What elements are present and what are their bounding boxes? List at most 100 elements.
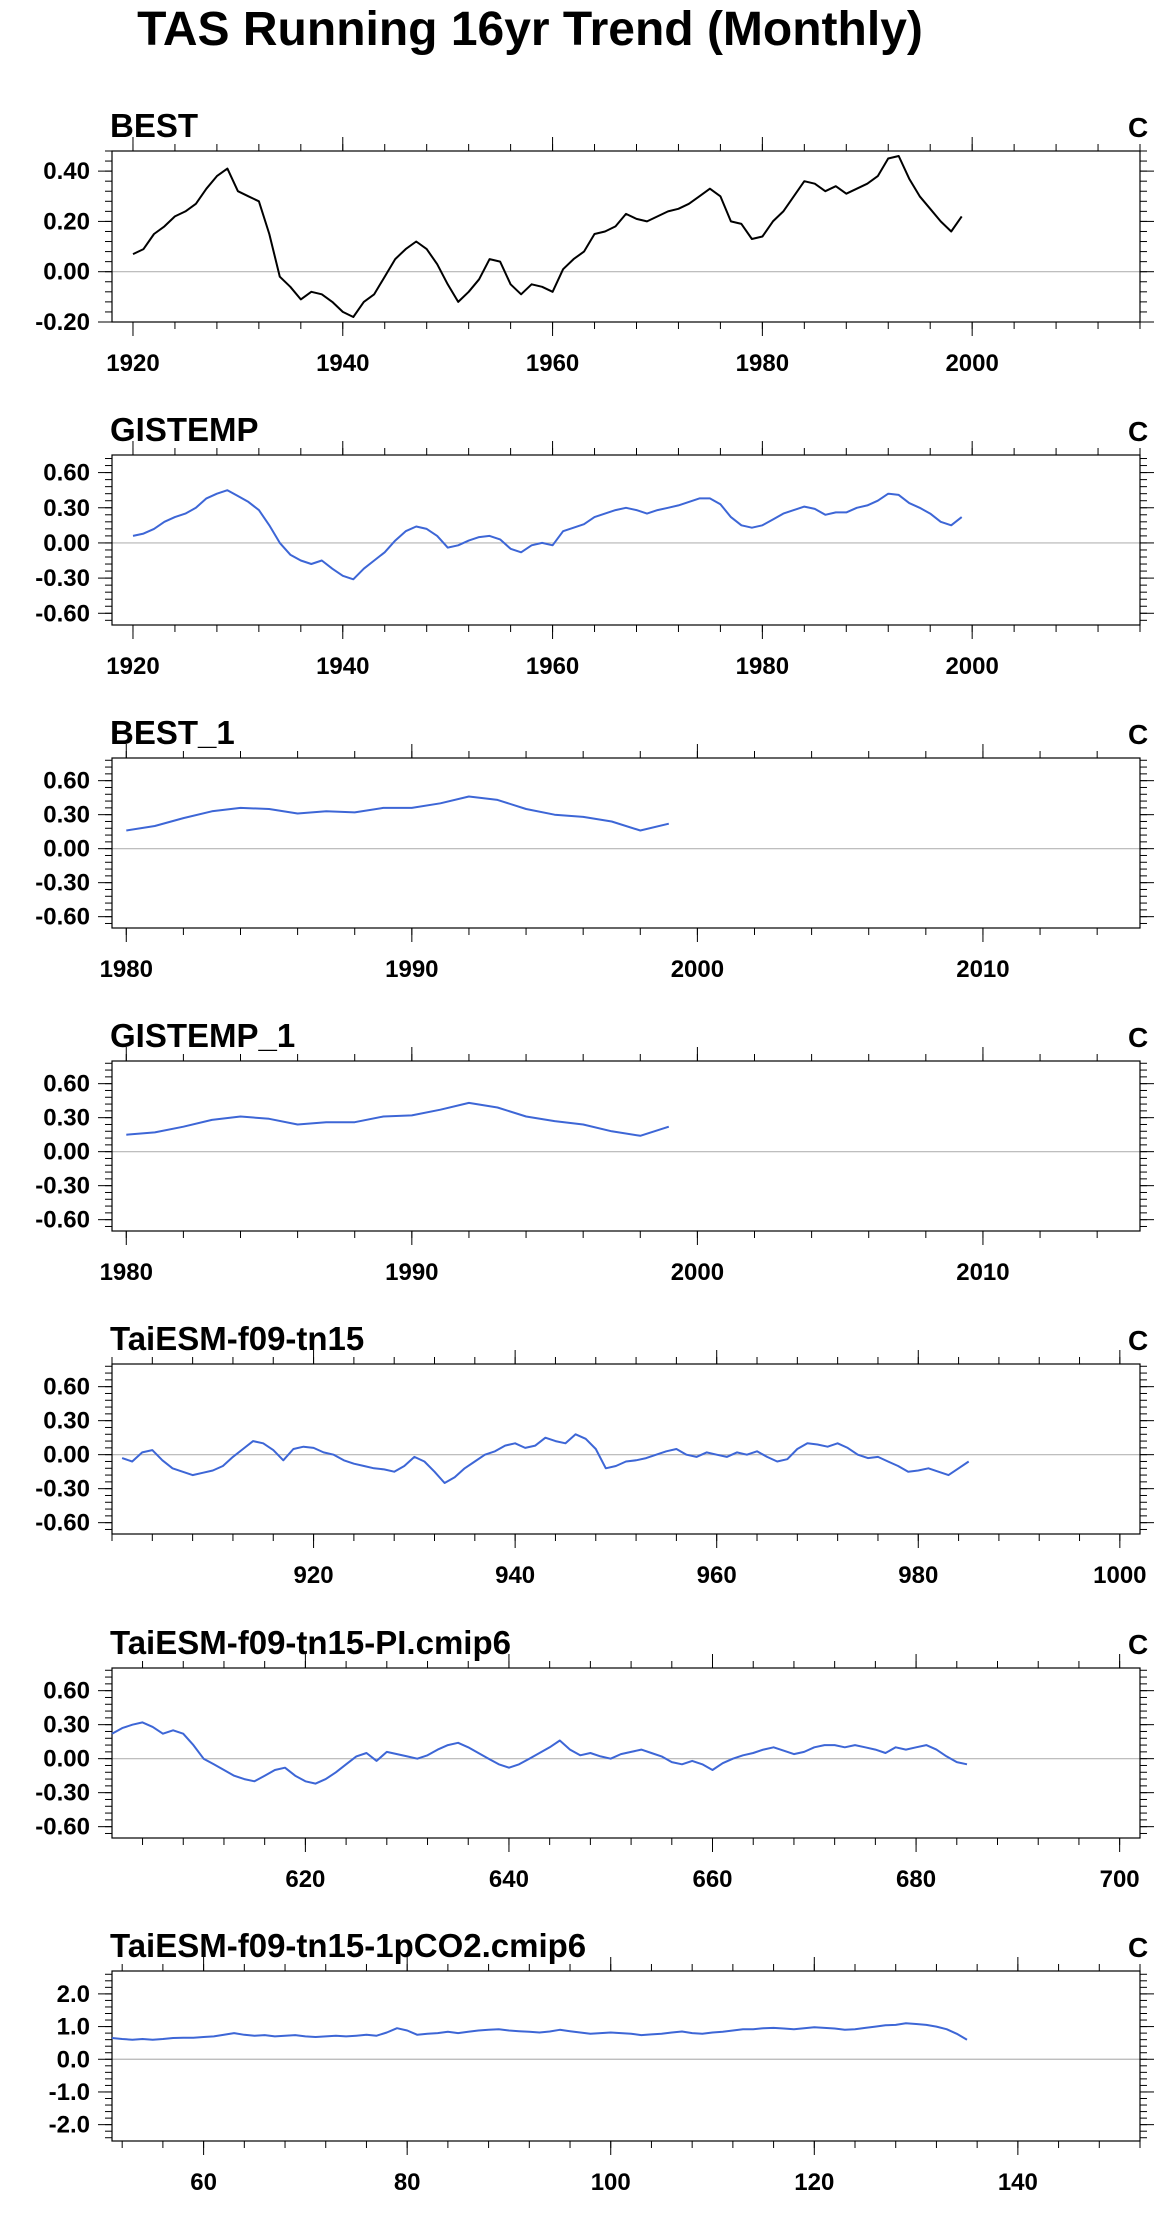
y-tick-label: 0.30 <box>43 1408 90 1435</box>
series-line <box>121 1433 970 1484</box>
x-tick-label: 640 <box>489 1866 529 1893</box>
x-tick-label: 680 <box>896 1866 936 1893</box>
units-label: C <box>1128 416 1148 447</box>
x-tick-label: 1980 <box>100 1259 153 1286</box>
y-tick-label: 0.30 <box>43 495 90 522</box>
x-tick-label: 1000 <box>1093 1562 1146 1589</box>
plot-frame <box>111 1363 1141 1535</box>
x-tick-label: 2000 <box>671 1259 724 1286</box>
x-tick-label: 80 <box>394 2169 421 2196</box>
y-tick-label: -0.20 <box>35 309 90 336</box>
x-tick-label: 2000 <box>945 653 998 680</box>
chart-panel-1: BEST C -0.20 0.00 0.20 0.40 1920 1940 1960 1980 20… <box>35 107 1154 377</box>
plot-frame <box>111 757 1141 929</box>
x-tick-label: 960 <box>697 1562 737 1589</box>
x-tick-label: 1980 <box>736 350 789 377</box>
panel-title: TaiESM-f09-tn15-1pCO2.cmip6 <box>110 1927 586 1964</box>
y-tick-label: 0.00 <box>43 1746 90 1773</box>
x-tick-label: 940 <box>495 1562 535 1589</box>
chart-panel-6: TaiESM-f09-tn15-PI.cmip6 C -0.60 -0.30 0.00 0… <box>35 1624 1154 1893</box>
panel-title: TaiESM-f09-tn15 <box>110 1320 364 1357</box>
x-tick-label: 1980 <box>100 956 153 983</box>
y-tick-label: 0.60 <box>43 1071 90 1098</box>
y-tick-label: 0.30 <box>43 1105 90 1132</box>
x-tick-label: 1990 <box>385 956 438 983</box>
panel-title: BEST_1 <box>110 714 235 751</box>
y-tick-label: 0.40 <box>43 158 90 185</box>
x-tick-label: 620 <box>285 1866 325 1893</box>
series-line <box>126 795 670 832</box>
x-tick-label: 2000 <box>945 350 998 377</box>
x-tick-label: 1920 <box>106 653 159 680</box>
x-tick-label: 1940 <box>316 350 369 377</box>
series-line <box>126 1101 670 1137</box>
plot-frame <box>111 150 1141 323</box>
chart-panel-5: TaiESM-f09-tn15 C -0.60 -0.30 0.00 0.30 0.60 92… <box>35 1320 1154 1589</box>
y-tick-label: 0.00 <box>43 836 90 863</box>
x-tick-label: 1990 <box>385 1259 438 1286</box>
x-tick-label: 100 <box>591 2169 631 2196</box>
y-tick-label: 0.60 <box>43 1678 90 1705</box>
series-line <box>111 2022 968 2041</box>
y-tick-label: 0.0 <box>57 2046 90 2073</box>
y-tick-label: -0.30 <box>35 1173 90 1200</box>
x-tick-label: 2000 <box>671 956 724 983</box>
y-tick-label: 0.20 <box>43 208 90 235</box>
x-tick-label: 2010 <box>956 1259 1009 1286</box>
x-tick-label: 1960 <box>526 350 579 377</box>
y-tick-label: -0.30 <box>35 870 90 897</box>
y-tick-label: 0.60 <box>43 768 90 795</box>
chart-panel-2: GISTEMP C -0.60 -0.30 0.00 0.30 0.60 1920 1940 19… <box>35 411 1154 680</box>
y-tick-label: -0.60 <box>35 1814 90 1841</box>
panel-title: GISTEMP_1 <box>110 1017 295 1054</box>
units-label: C <box>1128 1325 1148 1356</box>
units-label: C <box>1128 719 1148 750</box>
chart-panel-4: GISTEMP_1 C -0.60 -0.30 0.00 0.30 0.60 1980 1990… <box>35 1017 1154 1286</box>
y-tick-label: 0.60 <box>43 460 90 487</box>
units-label: C <box>1128 1629 1148 1660</box>
y-tick-label: 0.60 <box>43 1374 90 1401</box>
y-tick-label: -0.60 <box>35 600 90 627</box>
y-tick-label: -0.30 <box>35 565 90 592</box>
panel-title: GISTEMP <box>110 411 259 448</box>
x-tick-label: 1960 <box>526 653 579 680</box>
y-tick-label: 1.0 <box>57 2014 90 2041</box>
y-tick-label: -0.60 <box>35 904 90 931</box>
y-tick-label: -0.30 <box>35 1476 90 1503</box>
chart-panel-3: BEST_1 C -0.60 -0.30 0.00 0.30 0.60 1980 1990 200… <box>35 714 1154 983</box>
units-label: C <box>1128 112 1148 143</box>
units-label: C <box>1128 1022 1148 1053</box>
x-tick-label: 2010 <box>956 956 1009 983</box>
units-label: C <box>1128 1932 1148 1963</box>
y-tick-label: 0.00 <box>43 1442 90 1469</box>
y-tick-label: 0.30 <box>43 1712 90 1739</box>
chart-panel-7: TaiESM-f09-tn15-1pCO2.cmip6 C -2.0 -1.0 0.0 1… <box>49 1927 1154 2196</box>
plot-frame <box>111 1060 1141 1232</box>
y-tick-label: -1.0 <box>49 2079 90 2106</box>
y-tick-label: 0.00 <box>43 259 90 286</box>
series-line <box>111 1721 968 1785</box>
y-tick-label: 0.30 <box>43 802 90 829</box>
panel-title: BEST <box>110 107 198 144</box>
x-tick-label: 1940 <box>316 653 369 680</box>
x-tick-label: 700 <box>1100 1866 1140 1893</box>
x-tick-label: 120 <box>794 2169 834 2196</box>
plot-frame <box>111 1667 1141 1839</box>
x-tick-label: 980 <box>898 1562 938 1589</box>
figure-title: TAS Running 16yr Trend (Monthly) <box>137 3 923 56</box>
series-line <box>132 155 963 318</box>
series-line <box>132 489 963 581</box>
y-tick-label: 2.0 <box>57 1981 90 2008</box>
x-tick-label: 920 <box>294 1562 334 1589</box>
x-tick-label: 660 <box>692 1866 732 1893</box>
y-tick-label: -0.60 <box>35 1510 90 1537</box>
y-tick-label: -0.60 <box>35 1207 90 1234</box>
plot-frame <box>111 454 1141 626</box>
panel-title: TaiESM-f09-tn15-PI.cmip6 <box>110 1624 511 1661</box>
plot-frame <box>111 1970 1141 2142</box>
x-tick-label: 1920 <box>106 350 159 377</box>
x-tick-label: 60 <box>190 2169 217 2196</box>
x-tick-label: 140 <box>998 2169 1038 2196</box>
y-tick-label: 0.00 <box>43 1139 90 1166</box>
